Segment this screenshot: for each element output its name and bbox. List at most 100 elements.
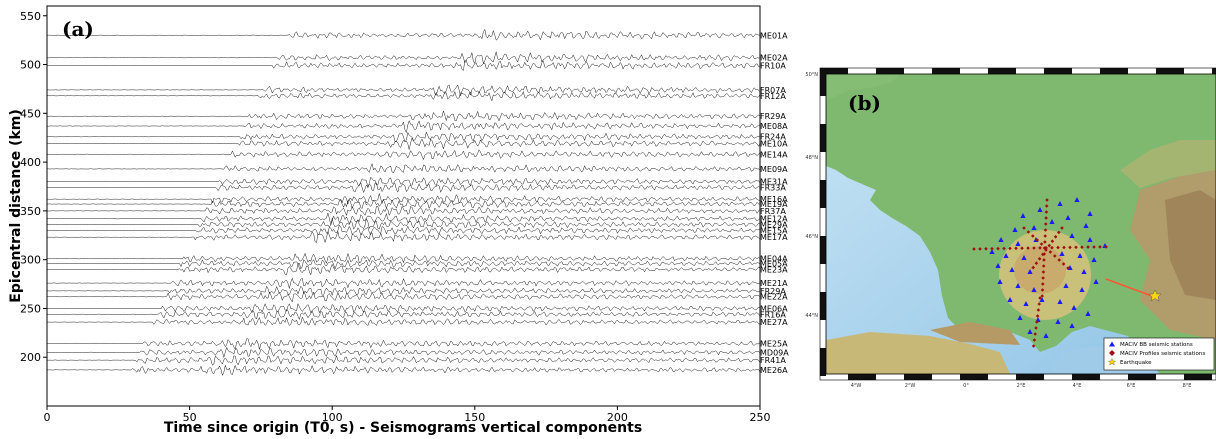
station-label: ME09A xyxy=(760,165,788,174)
profile-station-marker xyxy=(1060,226,1064,230)
seismogram-trace xyxy=(47,181,760,194)
x-tick-label: 50 xyxy=(183,411,197,424)
bb-station-marker xyxy=(1017,315,1023,320)
profile-station-marker xyxy=(1043,228,1048,232)
station-label: ME14A xyxy=(760,150,788,159)
profile-station-marker xyxy=(1044,248,1048,252)
profile-station-marker xyxy=(1034,261,1039,265)
bb-station-marker xyxy=(1020,213,1026,218)
seismogram-trace xyxy=(47,90,760,102)
station-label: ME02A xyxy=(760,54,788,63)
profile-station-marker xyxy=(1040,294,1044,298)
station-label: FR33A xyxy=(760,183,786,192)
profile-station-marker xyxy=(1032,338,1037,342)
profile-station-marker xyxy=(1068,245,1072,250)
profile-station-marker xyxy=(1080,245,1084,249)
frame-segment xyxy=(1128,374,1156,380)
bb-station-marker xyxy=(997,279,1003,284)
seismogram-trace xyxy=(47,346,760,359)
station-label: ME29A xyxy=(760,221,788,230)
x-tick-label: 100 xyxy=(322,411,343,424)
seismogram-trace xyxy=(47,217,760,230)
bb-station-marker xyxy=(1081,269,1087,274)
y-tick-label: 350 xyxy=(20,205,41,218)
frame-segment xyxy=(1184,68,1212,74)
profile-station-marker xyxy=(1062,245,1066,250)
station-label: ME31A xyxy=(760,178,788,187)
seismogram-trace xyxy=(47,277,760,289)
seismogram-trace xyxy=(47,354,760,366)
station-map: MACIV BB seismic stations MACIV Profiles… xyxy=(805,67,1216,404)
seismogram-trace xyxy=(47,205,760,217)
profile-station-marker xyxy=(996,246,1000,251)
seismogram-trace xyxy=(47,230,760,244)
lon-tick-label: 8°E xyxy=(1183,383,1192,389)
jura xyxy=(1120,140,1216,188)
profile-station-marker xyxy=(1044,222,1048,226)
station-label: ME22A xyxy=(760,293,788,302)
profile-station-marker xyxy=(972,247,976,251)
profile-station-marker xyxy=(1042,258,1046,262)
seismogram-trace xyxy=(47,137,760,150)
bb-station-marker xyxy=(1031,225,1037,230)
legend-earthquake-label: Earthquake xyxy=(1120,360,1152,366)
station-label: ME17A xyxy=(760,233,788,242)
profile-station-marker xyxy=(1043,240,1047,244)
frame-segment xyxy=(820,152,826,180)
profile-station-marker xyxy=(1041,276,1045,280)
profile-station-marker xyxy=(1008,246,1012,251)
profile-stations xyxy=(972,198,1108,348)
station-label: FR10A xyxy=(760,62,786,71)
seismogram-trace xyxy=(47,338,760,350)
profile-station-marker xyxy=(1038,296,1042,300)
x-tick-label: 150 xyxy=(464,411,485,424)
frame-segment xyxy=(1100,374,1128,380)
station-label: ME15A xyxy=(760,226,788,235)
frame-segment xyxy=(1212,68,1216,74)
profile-station-marker xyxy=(1033,332,1037,336)
bb-station-marker xyxy=(1069,323,1075,328)
map-border xyxy=(825,73,1216,375)
bb-station-marker xyxy=(1039,297,1045,302)
frame-segment xyxy=(1016,68,1044,74)
station-label: ME01A xyxy=(760,31,788,40)
legend-diamond-icon xyxy=(1109,350,1115,356)
frame-segment xyxy=(988,374,1016,380)
profile-station-marker xyxy=(1032,246,1036,250)
bb-station-marker xyxy=(1057,299,1063,304)
bb-station-marker xyxy=(998,237,1004,242)
earthquake-marker xyxy=(1148,289,1162,302)
bb-station-marker xyxy=(1069,233,1075,238)
panel-b-label: (b) xyxy=(848,91,881,115)
profile-station-marker xyxy=(1035,314,1040,318)
seismogram-trace xyxy=(47,131,760,142)
station-label: ME16A xyxy=(760,195,788,204)
seismogram-trace xyxy=(47,84,760,97)
station-label: FR07A xyxy=(760,86,786,95)
seismogram-trace xyxy=(47,162,760,174)
profile-station-marker xyxy=(1031,344,1036,348)
profile-station-marker xyxy=(1034,326,1038,330)
bb-station-marker xyxy=(1003,253,1009,258)
source-line xyxy=(1105,278,1153,297)
profile-station-marker xyxy=(1043,234,1047,238)
x-tick-label: 200 xyxy=(607,411,628,424)
profile-station-marker xyxy=(1014,246,1018,251)
frame-segment xyxy=(1016,374,1044,380)
profile-station-marker xyxy=(1044,210,1049,214)
frame-segment xyxy=(848,68,876,74)
frame-segment xyxy=(1044,68,1072,74)
y-tick-label: 300 xyxy=(20,254,41,267)
legend-profile-label: MACIV Profiles seismic stations xyxy=(1120,351,1205,357)
legend-star-icon xyxy=(1107,358,1117,366)
panel-a-label: (a) xyxy=(62,17,94,41)
frame-segment xyxy=(960,68,988,74)
profile-station-marker xyxy=(1074,245,1078,250)
bb-station-marker xyxy=(1063,283,1069,288)
x-tick-label: 0 xyxy=(44,411,51,424)
map-graticule-labels: 50°N 48°N 46°N 44°N 4°W 2°W 0° 2°E 4°E 6°E 8°E xyxy=(805,72,1191,389)
profile-station-marker xyxy=(1035,238,1039,242)
alps-peaks xyxy=(1165,190,1216,300)
seismogram-trace xyxy=(47,51,760,65)
frame-segment xyxy=(988,68,1016,74)
